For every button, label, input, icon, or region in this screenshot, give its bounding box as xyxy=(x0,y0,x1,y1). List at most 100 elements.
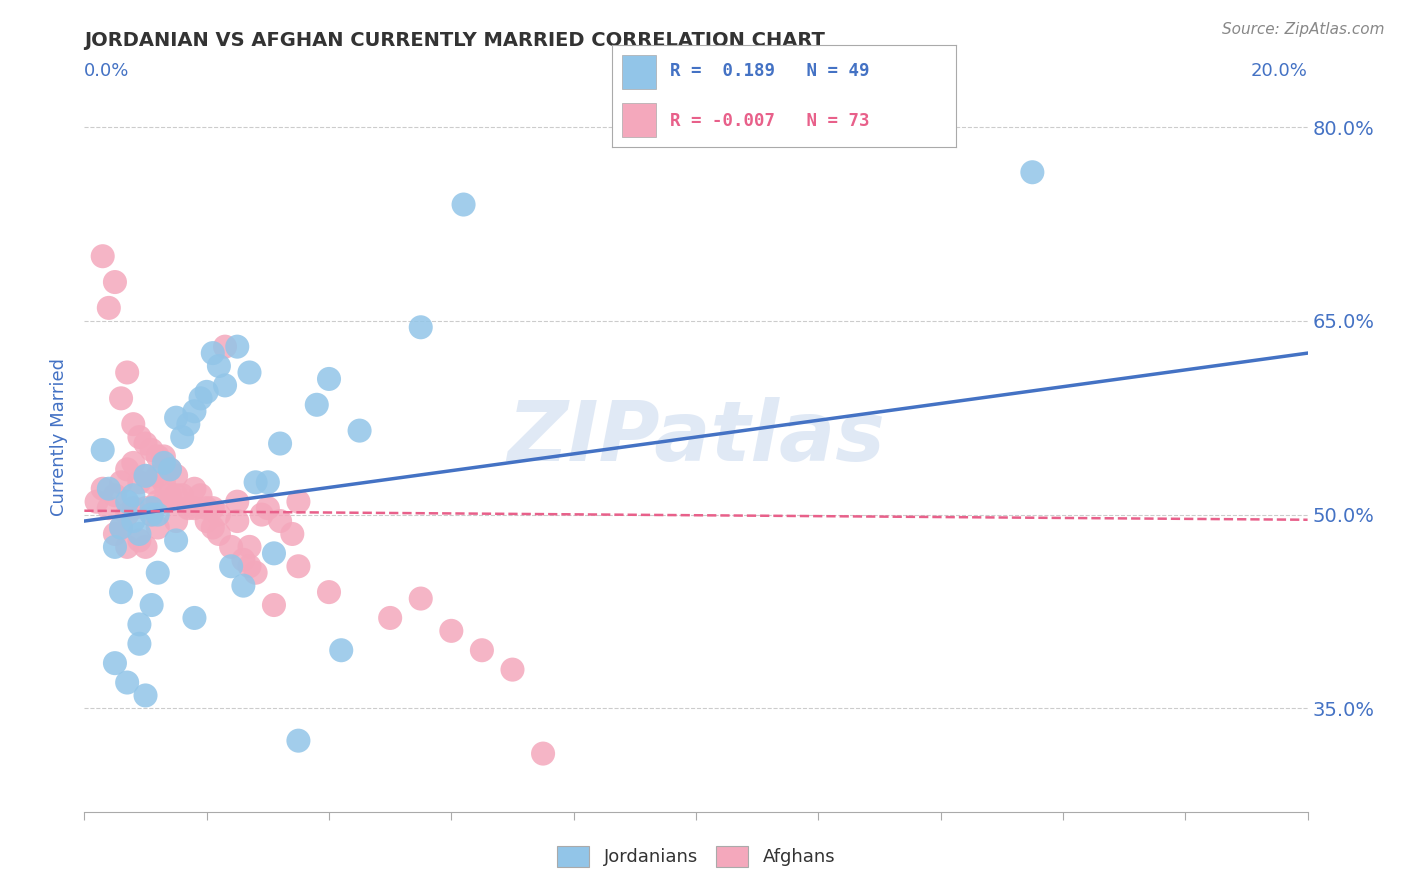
Point xyxy=(165,488,187,502)
Point xyxy=(115,508,138,522)
Point xyxy=(531,747,554,761)
Point xyxy=(135,540,157,554)
Point xyxy=(177,501,200,516)
Point xyxy=(183,611,205,625)
Legend: Jordanians, Afghans: Jordanians, Afghans xyxy=(550,838,842,874)
Point xyxy=(159,462,181,476)
Point xyxy=(86,494,108,508)
Point xyxy=(122,488,145,502)
Point xyxy=(263,598,285,612)
Bar xyxy=(621,55,657,88)
Point xyxy=(110,585,132,599)
Point xyxy=(141,508,163,522)
Text: 20.0%: 20.0% xyxy=(1251,62,1308,80)
Point xyxy=(238,366,260,380)
Point xyxy=(208,527,231,541)
Point xyxy=(122,417,145,432)
Text: R = -0.007   N = 73: R = -0.007 N = 73 xyxy=(671,112,870,129)
Point xyxy=(146,468,169,483)
Point xyxy=(190,392,212,406)
Point xyxy=(97,501,120,516)
Point xyxy=(165,410,187,425)
Point xyxy=(135,689,157,703)
Point xyxy=(165,514,187,528)
Point xyxy=(165,533,187,548)
Point xyxy=(190,488,212,502)
Point xyxy=(195,514,218,528)
Point xyxy=(97,482,120,496)
Text: Source: ZipAtlas.com: Source: ZipAtlas.com xyxy=(1222,22,1385,37)
Point xyxy=(201,501,224,516)
Point xyxy=(146,494,169,508)
Point xyxy=(91,482,114,496)
Y-axis label: Currently Married: Currently Married xyxy=(51,358,69,516)
Point xyxy=(257,475,280,490)
Point xyxy=(141,475,163,490)
Point xyxy=(110,520,132,534)
Point xyxy=(471,643,494,657)
Point xyxy=(104,275,127,289)
Point xyxy=(214,340,236,354)
Point xyxy=(226,514,249,528)
Point xyxy=(115,366,138,380)
Point xyxy=(115,462,138,476)
Point xyxy=(287,559,309,574)
Point xyxy=(104,540,127,554)
Point xyxy=(238,559,260,574)
Point xyxy=(122,501,145,516)
Text: 0.0%: 0.0% xyxy=(84,62,129,80)
Point xyxy=(195,501,218,516)
Point xyxy=(104,527,127,541)
Point xyxy=(238,540,260,554)
Point xyxy=(330,643,353,657)
Point xyxy=(257,501,280,516)
Point xyxy=(219,559,242,574)
Point xyxy=(153,494,176,508)
Point xyxy=(380,611,402,625)
Text: JORDANIAN VS AFGHAN CURRENTLY MARRIED CORRELATION CHART: JORDANIAN VS AFGHAN CURRENTLY MARRIED CO… xyxy=(84,30,825,50)
Point xyxy=(208,508,231,522)
Point xyxy=(141,508,163,522)
Point xyxy=(281,527,304,541)
Point xyxy=(146,566,169,580)
Point xyxy=(440,624,463,638)
Point xyxy=(305,398,328,412)
Point xyxy=(172,430,194,444)
Point xyxy=(502,663,524,677)
Point xyxy=(115,540,138,554)
Text: ZIPatlas: ZIPatlas xyxy=(508,397,884,477)
Point xyxy=(128,527,150,541)
Point xyxy=(219,540,242,554)
Point xyxy=(97,301,120,315)
Point xyxy=(146,450,169,464)
Point xyxy=(177,417,200,432)
Point xyxy=(135,501,157,516)
Point xyxy=(110,475,132,490)
Point xyxy=(91,442,114,457)
Point xyxy=(104,656,127,670)
Point xyxy=(122,456,145,470)
Point xyxy=(135,436,157,450)
Point xyxy=(318,372,340,386)
Point xyxy=(165,468,187,483)
Point xyxy=(232,579,254,593)
Point xyxy=(250,508,273,522)
Point xyxy=(409,591,432,606)
Point xyxy=(122,514,145,528)
Point xyxy=(245,475,267,490)
Point xyxy=(141,598,163,612)
Point xyxy=(128,617,150,632)
Point xyxy=(287,494,309,508)
Point xyxy=(195,384,218,399)
Point xyxy=(245,566,267,580)
Point xyxy=(141,442,163,457)
Point xyxy=(146,520,169,534)
Point xyxy=(269,514,291,528)
Point xyxy=(287,733,309,747)
Point xyxy=(153,450,176,464)
Point xyxy=(263,546,285,560)
Point xyxy=(104,488,127,502)
Point xyxy=(226,340,249,354)
Point xyxy=(128,533,150,548)
Point xyxy=(183,404,205,418)
